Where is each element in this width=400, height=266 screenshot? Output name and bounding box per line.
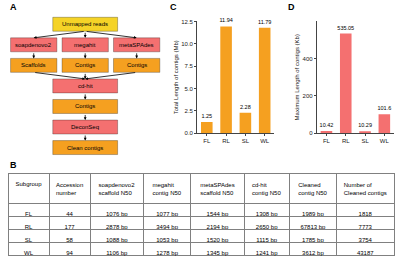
svg-text:177: 177 xyxy=(64,224,75,231)
svg-text:200: 200 xyxy=(303,93,314,99)
svg-text:FL: FL xyxy=(323,138,331,144)
svg-text:1785 bp: 1785 bp xyxy=(302,237,324,244)
svg-text:58: 58 xyxy=(66,237,73,244)
svg-text:7773: 7773 xyxy=(358,224,372,231)
svg-text:Unmapped reads: Unmapped reads xyxy=(62,21,108,27)
svg-text:Scaffolds: Scaffolds xyxy=(21,62,46,68)
svg-text:400: 400 xyxy=(303,56,314,62)
svg-text:44: 44 xyxy=(66,211,73,218)
svg-text:1088 bp: 1088 bp xyxy=(106,237,128,244)
svg-text:SL: SL xyxy=(24,237,33,244)
svg-text:D: D xyxy=(288,2,295,12)
svg-text:Contigs: Contigs xyxy=(75,103,95,109)
svg-text:megahitcontig N50: megahitcontig N50 xyxy=(152,182,181,196)
svg-text:11.79: 11.79 xyxy=(258,19,271,25)
svg-text:2878 bp: 2878 bp xyxy=(106,224,128,231)
svg-text:RL: RL xyxy=(24,224,33,231)
svg-text:1544 bp: 1544 bp xyxy=(206,211,229,218)
svg-text:Clean contigs: Clean contigs xyxy=(67,145,103,151)
svg-text:3494 bp: 3494 bp xyxy=(156,224,178,231)
svg-text:RL: RL xyxy=(222,138,230,144)
svg-text:43187: 43187 xyxy=(357,250,374,256)
svg-text:B: B xyxy=(10,160,17,170)
svg-text:A: A xyxy=(10,2,17,12)
svg-text:10.29: 10.29 xyxy=(358,122,372,128)
svg-text:2650 bp: 2650 bp xyxy=(255,224,278,231)
svg-text:1278 bp: 1278 bp xyxy=(156,250,178,256)
svg-text:metaSPAdesscaffold N50: metaSPAdesscaffold N50 xyxy=(200,182,235,196)
svg-text:Maximum Length of contigs (Kb): Maximum Length of contigs (Kb) xyxy=(294,34,300,120)
svg-text:soapdenovo2: soapdenovo2 xyxy=(15,42,52,48)
svg-text:Cleanedcontig N50: Cleanedcontig N50 xyxy=(298,182,327,196)
svg-text:2.5: 2.5 xyxy=(185,108,194,114)
svg-text:67813 bp: 67813 bp xyxy=(300,224,326,231)
svg-text:Total Length of contigs (Mb): Total Length of contigs (Mb) xyxy=(173,40,179,114)
svg-text:Contigs: Contigs xyxy=(75,62,95,68)
svg-text:5.0: 5.0 xyxy=(185,86,194,92)
svg-text:7.5: 7.5 xyxy=(185,63,194,69)
svg-text:1077 bp: 1077 bp xyxy=(156,211,178,218)
svg-text:1115 bp: 1115 bp xyxy=(256,237,278,244)
svg-text:cd-hitcontig N50: cd-hitcontig N50 xyxy=(252,182,281,196)
svg-text:1345 bp: 1345 bp xyxy=(207,250,229,256)
svg-text:12.5: 12.5 xyxy=(181,19,193,25)
svg-text:1520 bp: 1520 bp xyxy=(206,237,229,244)
svg-text:2.28: 2.28 xyxy=(240,104,251,110)
svg-text:RL: RL xyxy=(342,138,350,144)
svg-text:1818: 1818 xyxy=(358,211,372,218)
svg-text:SL: SL xyxy=(242,138,250,144)
svg-text:3612 bp: 3612 bp xyxy=(302,250,324,256)
svg-text:megahit: megahit xyxy=(74,42,96,48)
svg-text:10.0: 10.0 xyxy=(181,41,193,47)
svg-text:11.94: 11.94 xyxy=(219,17,232,23)
svg-text:101.6: 101.6 xyxy=(377,105,391,111)
svg-text:metaSPAdes: metaSPAdes xyxy=(119,42,154,48)
svg-text:1989 bp: 1989 bp xyxy=(302,211,324,218)
svg-text:535.05: 535.05 xyxy=(337,25,354,31)
svg-text:cd-hit: cd-hit xyxy=(78,83,93,89)
svg-text:FL: FL xyxy=(203,138,211,144)
svg-text:WL: WL xyxy=(24,250,34,256)
svg-text:WL: WL xyxy=(260,138,270,144)
svg-text:1308 bp: 1308 bp xyxy=(255,211,278,218)
svg-text:1.25: 1.25 xyxy=(201,113,212,119)
svg-text:WL: WL xyxy=(380,138,390,144)
svg-text:10.42: 10.42 xyxy=(320,122,334,128)
svg-text:SL: SL xyxy=(361,138,369,144)
svg-text:DeconSeq: DeconSeq xyxy=(71,124,99,130)
svg-text:2194 bp: 2194 bp xyxy=(206,224,229,231)
svg-text:1106 bp: 1106 bp xyxy=(106,250,128,256)
svg-text:FL: FL xyxy=(25,211,32,218)
svg-text:1076 bp: 1076 bp xyxy=(106,211,128,218)
svg-text:Number ofCleaned contigs: Number ofCleaned contigs xyxy=(344,182,387,196)
svg-text:Contigs: Contigs xyxy=(127,62,147,68)
svg-text:3754: 3754 xyxy=(358,237,372,244)
svg-text:C: C xyxy=(170,2,177,12)
svg-text:0: 0 xyxy=(309,130,313,136)
svg-text:94: 94 xyxy=(66,250,73,256)
svg-text:soapdenovo2scaffold N50: soapdenovo2scaffold N50 xyxy=(98,182,135,196)
svg-text:1053 bp: 1053 bp xyxy=(156,237,178,244)
svg-text:Accessionnumber: Accessionnumber xyxy=(56,182,83,196)
svg-text:0.0: 0.0 xyxy=(185,130,194,136)
svg-text:1241 bp: 1241 bp xyxy=(256,250,278,256)
svg-text:Subgroup: Subgroup xyxy=(16,181,43,187)
